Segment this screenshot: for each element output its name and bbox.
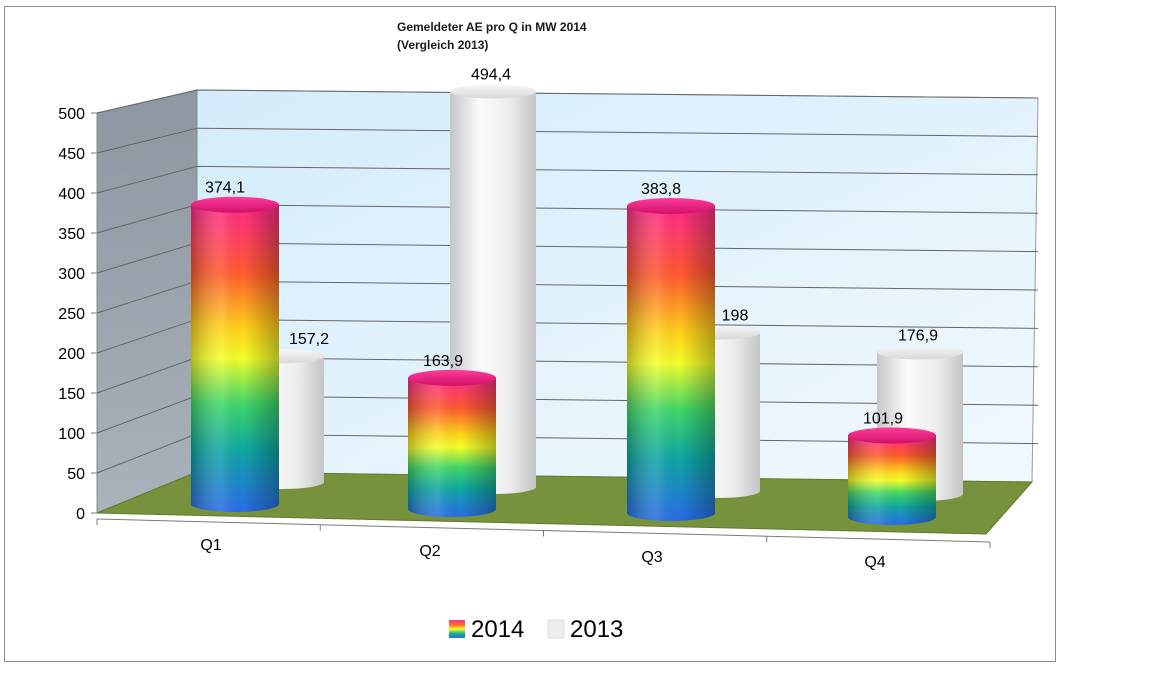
y-tick-label: 200 (58, 346, 85, 363)
gridline (96, 127, 1039, 154)
data-label-2014: 383,8 (641, 181, 681, 198)
y-tick-label: 150 (58, 386, 85, 403)
y-tick-label: 350 (58, 226, 85, 243)
bar-2014-q4-shade (848, 435, 936, 525)
data-label-2013: 494,4 (471, 66, 511, 83)
legend-swatch-2013 (547, 619, 565, 639)
bar-2014-q3-shade (627, 205, 715, 521)
bar-2014-q4-top (848, 427, 936, 444)
bar-2014-q4 (848, 427, 936, 525)
chart-title-line-1: Gemeldeter AE pro Q in MW 2014 (397, 20, 587, 34)
bar-2014-q3 (627, 197, 715, 521)
data-label-2013: 157,2 (289, 331, 329, 348)
bar-2013-q2-top (450, 84, 536, 99)
chart-svg: Gemeldeter AE pro Q in MW 2014 (Vergleic… (58, 20, 1039, 643)
bar-2014-q1-shade (191, 204, 279, 512)
bar-2014-q2 (408, 369, 496, 517)
x-axis: Q1 Q2 Q3 Q4 (96, 518, 991, 571)
x-tick-label: Q2 (419, 543, 440, 560)
data-label-2013: 198 (722, 308, 749, 325)
bar-2013-q4-top (877, 345, 963, 360)
bar-2014-q1-top (191, 196, 279, 213)
chart-title: Gemeldeter AE pro Q in MW 2014 (Vergleic… (397, 20, 587, 52)
y-tick-label: 0 (76, 506, 85, 523)
data-label-2014: 163,9 (423, 353, 463, 370)
y-axis-ticks: 0 50 100 150 200 250 300 350 400 450 500 (58, 106, 98, 523)
chart-frame: Gemeldeter AE pro Q in MW 2014 (Vergleic… (4, 6, 1056, 662)
bar-2014-q2-top (408, 369, 496, 386)
bar-2014-q3-top (627, 197, 715, 214)
y-tick-label: 500 (58, 106, 85, 123)
data-label-2014: 101,9 (863, 410, 903, 427)
x-tick-label: Q3 (641, 549, 662, 566)
bar-2014-q2-shade (408, 377, 496, 517)
gridline (96, 165, 1039, 194)
legend-swatch-2014 (449, 620, 465, 638)
bar-2014-q1 (191, 196, 279, 512)
chart-title-line-2: (Vergleich 2013) (397, 38, 488, 52)
y-tick-label: 300 (58, 266, 85, 283)
legend-label-2013: 2013 (570, 616, 623, 643)
data-labels: 157,2 494,4 198 176,9 374,1 163,9 383,8 101,9 (205, 66, 938, 427)
floor (96, 471, 1034, 535)
legend-item-2014: 2014 (449, 616, 524, 643)
y-tick-label: 400 (58, 186, 85, 203)
legend: 2014 2013 (449, 616, 623, 643)
bars (191, 84, 963, 525)
data-label-2014: 374,1 (205, 180, 245, 197)
y-tick-label: 100 (58, 426, 85, 443)
legend-label-2014: 2014 (471, 616, 524, 643)
legend-item-2013: 2013 (547, 616, 623, 643)
x-tick-label: Q1 (200, 537, 221, 554)
y-tick-label: 50 (67, 466, 85, 483)
x-tick-label: Q4 (864, 554, 885, 571)
data-label-2013: 176,9 (898, 327, 938, 344)
y-tick-label: 450 (58, 146, 85, 163)
y-tick-label: 250 (58, 306, 85, 323)
gridline (96, 89, 1039, 114)
side-wall (96, 89, 198, 514)
